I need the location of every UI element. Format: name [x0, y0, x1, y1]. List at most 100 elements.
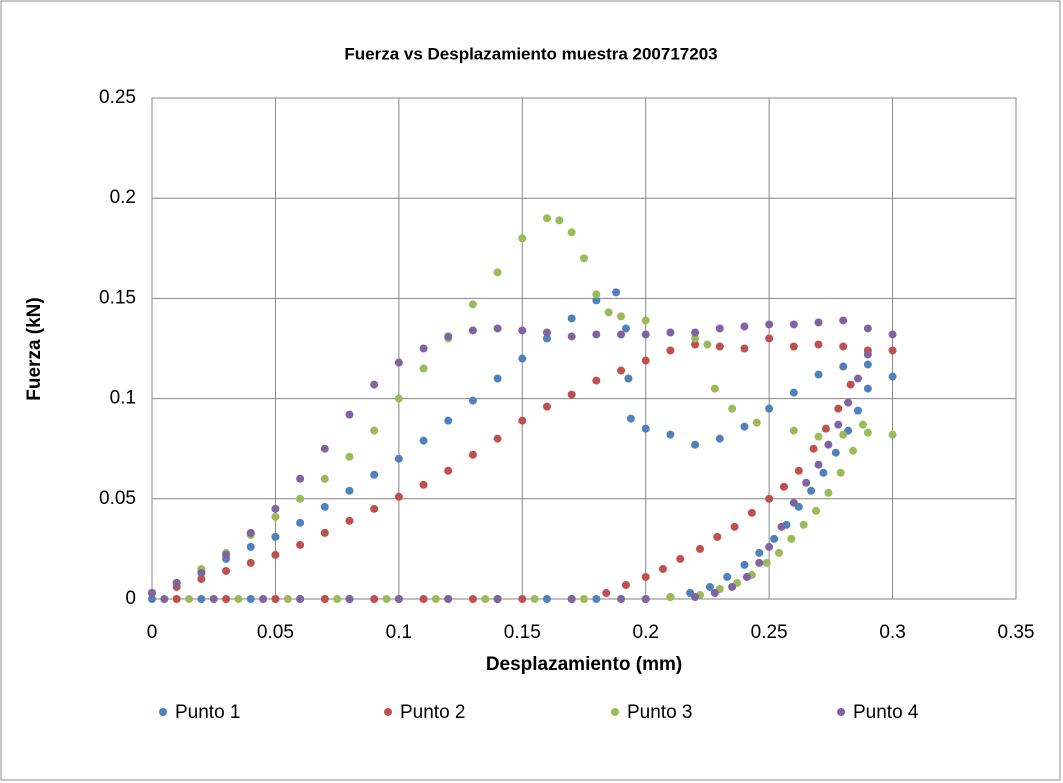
point [691, 592, 700, 601]
x-tick-label: 0.2 [633, 622, 659, 643]
point [740, 560, 749, 569]
y-tick-label: 0.2 [110, 187, 136, 208]
y-tick-label: 0 [125, 588, 136, 609]
point [740, 422, 749, 431]
point [493, 268, 502, 277]
point [246, 528, 255, 537]
point [834, 420, 843, 429]
point [626, 414, 635, 423]
point [296, 518, 305, 527]
point [542, 595, 551, 603]
point [592, 330, 601, 339]
point [567, 228, 576, 237]
point [765, 334, 774, 343]
point [444, 416, 453, 425]
point [849, 446, 858, 455]
point [612, 288, 621, 297]
point [740, 344, 749, 353]
point [518, 354, 527, 363]
point [394, 492, 403, 501]
point [493, 324, 502, 333]
point [834, 404, 843, 413]
point [320, 444, 329, 453]
point [641, 572, 650, 581]
point [592, 595, 601, 603]
point [658, 564, 667, 573]
point [271, 532, 280, 541]
legend-marker [837, 708, 845, 716]
point [863, 428, 872, 437]
point [222, 566, 231, 575]
point [592, 290, 601, 299]
x-tick-label: 0.25 [751, 622, 788, 643]
point [789, 320, 798, 329]
point [370, 380, 379, 389]
point [444, 595, 453, 603]
point [370, 426, 379, 435]
point [730, 522, 739, 531]
point [617, 330, 626, 339]
point [789, 426, 798, 435]
point [839, 430, 848, 439]
legend-label: Punto 1 [175, 702, 241, 723]
y-tick-label: 0.05 [99, 488, 136, 509]
point [271, 504, 280, 513]
point [419, 480, 428, 489]
point [468, 595, 477, 603]
point [755, 558, 764, 567]
point [691, 334, 700, 343]
point [814, 340, 823, 349]
point [345, 410, 354, 419]
point [468, 326, 477, 335]
point [320, 474, 329, 483]
point [789, 342, 798, 351]
point [345, 516, 354, 525]
point [755, 548, 764, 557]
chart-title: Fuerza vs Desplazamiento muestra 2007172… [344, 44, 717, 63]
point [789, 388, 798, 397]
point [775, 548, 784, 557]
point [567, 314, 576, 323]
point [844, 398, 853, 407]
point [345, 486, 354, 495]
point [888, 430, 897, 439]
y-axis-label: Fuerza (kN) [24, 297, 45, 400]
x-tick-label: 0.3 [879, 622, 905, 643]
point [444, 332, 453, 341]
point [854, 406, 863, 415]
point [777, 522, 786, 531]
point [567, 332, 576, 341]
point [542, 334, 551, 343]
point [641, 356, 650, 365]
point [799, 520, 808, 529]
point [691, 440, 700, 449]
point [710, 588, 719, 597]
point [824, 488, 833, 497]
point [641, 424, 650, 433]
point [621, 324, 630, 333]
point [160, 595, 169, 603]
point [185, 595, 194, 603]
point [617, 595, 626, 603]
point [320, 595, 329, 603]
point [542, 402, 551, 411]
point [259, 595, 268, 603]
point [715, 434, 724, 443]
point [765, 494, 774, 503]
point [666, 430, 675, 439]
y-tick-label: 0.15 [99, 287, 136, 308]
point [624, 374, 633, 383]
point [271, 550, 280, 559]
point [419, 436, 428, 445]
point [320, 502, 329, 511]
point [846, 380, 855, 389]
point [518, 416, 527, 425]
point [604, 308, 613, 317]
point [246, 542, 255, 551]
point [691, 328, 700, 337]
x-tick-label: 0.35 [998, 622, 1035, 643]
point [676, 554, 685, 563]
point [779, 482, 788, 491]
